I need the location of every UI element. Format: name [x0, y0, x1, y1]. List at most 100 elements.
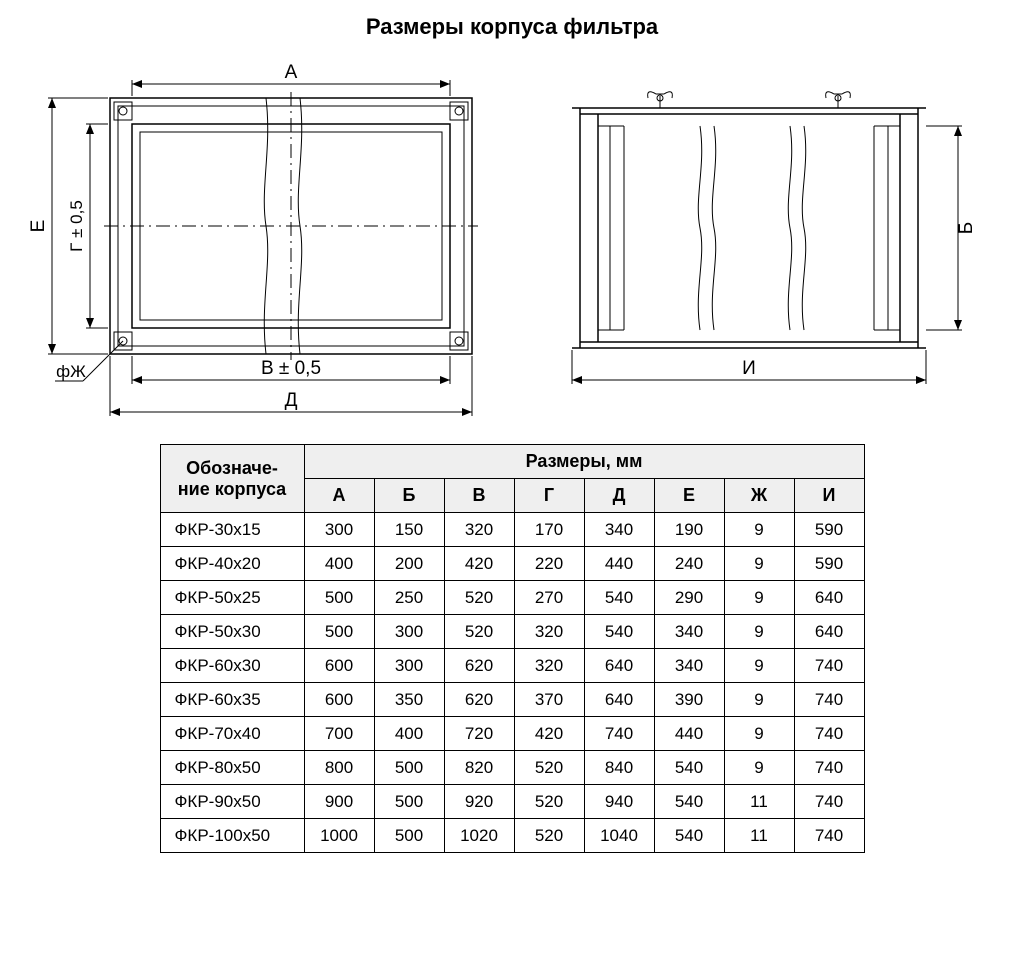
- row-value: 640: [794, 615, 864, 649]
- row-value: 9: [724, 649, 794, 683]
- row-value: 300: [374, 649, 444, 683]
- row-value: 600: [304, 683, 374, 717]
- table-row: ФКР-80х508005008205208405409740: [160, 751, 864, 785]
- row-value: 9: [724, 513, 794, 547]
- row-value: 250: [374, 581, 444, 615]
- row-value: 9: [724, 615, 794, 649]
- row-value: 300: [374, 615, 444, 649]
- row-value: 540: [654, 785, 724, 819]
- row-value: 520: [514, 785, 584, 819]
- table-column-header: Г: [514, 479, 584, 513]
- row-value: 370: [514, 683, 584, 717]
- row-value: 340: [584, 513, 654, 547]
- row-value: 500: [304, 581, 374, 615]
- row-name: ФКР-30х15: [160, 513, 304, 547]
- row-value: 600: [304, 649, 374, 683]
- table-column-header: Б: [374, 479, 444, 513]
- row-value: 900: [304, 785, 374, 819]
- row-value: 350: [374, 683, 444, 717]
- svg-text:А: А: [285, 62, 298, 83]
- row-value: 520: [514, 819, 584, 853]
- table-row: ФКР-70х407004007204207404409740: [160, 717, 864, 751]
- row-value: 320: [514, 649, 584, 683]
- row-value: 9: [724, 717, 794, 751]
- row-value: 640: [584, 683, 654, 717]
- table-row: ФКР-60х356003506203706403909740: [160, 683, 864, 717]
- row-value: 500: [374, 785, 444, 819]
- table-row: ФКР-100х5010005001020520104054011740: [160, 819, 864, 853]
- page-title: Размеры корпуса фильтра: [0, 14, 1024, 40]
- row-value: 340: [654, 615, 724, 649]
- svg-text:И: И: [742, 358, 756, 379]
- row-value: 520: [444, 615, 514, 649]
- row-value: 800: [304, 751, 374, 785]
- row-value: 500: [304, 615, 374, 649]
- row-value: 11: [724, 819, 794, 853]
- row-value: 400: [304, 547, 374, 581]
- table-column-header: Е: [654, 479, 724, 513]
- row-value: 390: [654, 683, 724, 717]
- row-value: 9: [724, 547, 794, 581]
- row-value: 540: [584, 581, 654, 615]
- row-value: 540: [654, 819, 724, 853]
- row-value: 440: [584, 547, 654, 581]
- row-value: 1000: [304, 819, 374, 853]
- row-value: 520: [444, 581, 514, 615]
- row-value: 740: [794, 751, 864, 785]
- row-value: 740: [794, 649, 864, 683]
- row-value: 420: [514, 717, 584, 751]
- row-value: 220: [514, 547, 584, 581]
- row-value: 270: [514, 581, 584, 615]
- row-value: 440: [654, 717, 724, 751]
- row-value: 620: [444, 649, 514, 683]
- row-value: 740: [794, 683, 864, 717]
- table-column-header: А: [304, 479, 374, 513]
- row-value: 9: [724, 751, 794, 785]
- row-name: ФКР-60х30: [160, 649, 304, 683]
- row-name: ФКР-50х25: [160, 581, 304, 615]
- table-row: ФКР-90х5090050092052094054011740: [160, 785, 864, 819]
- row-name: ФКР-80х50: [160, 751, 304, 785]
- table-row: ФКР-60х306003006203206403409740: [160, 649, 864, 683]
- row-value: 820: [444, 751, 514, 785]
- svg-text:фЖ: фЖ: [56, 362, 86, 381]
- row-value: 590: [794, 547, 864, 581]
- row-value: 320: [444, 513, 514, 547]
- row-value: 400: [374, 717, 444, 751]
- dimensions-table: Обозначе-ние корпусаРазмеры, ммАБВГДЕЖИФ…: [160, 444, 865, 853]
- row-value: 500: [374, 751, 444, 785]
- row-value: 840: [584, 751, 654, 785]
- svg-text:В ± 0,5: В ± 0,5: [261, 358, 321, 379]
- row-value: 170: [514, 513, 584, 547]
- row-value: 9: [724, 683, 794, 717]
- row-value: 540: [654, 751, 724, 785]
- table-row: ФКР-40х204002004202204402409590: [160, 547, 864, 581]
- row-value: 620: [444, 683, 514, 717]
- row-value: 940: [584, 785, 654, 819]
- table-header-dimensions: Размеры, мм: [304, 445, 864, 479]
- row-name: ФКР-40х20: [160, 547, 304, 581]
- row-value: 920: [444, 785, 514, 819]
- svg-text:Г ± 0,5: Г ± 0,5: [67, 200, 86, 252]
- svg-text:Б: Б: [956, 222, 977, 234]
- table-column-header: В: [444, 479, 514, 513]
- table-row: ФКР-30х153001503201703401909590: [160, 513, 864, 547]
- row-value: 740: [584, 717, 654, 751]
- row-value: 700: [304, 717, 374, 751]
- row-value: 320: [514, 615, 584, 649]
- row-value: 150: [374, 513, 444, 547]
- svg-text:Д: Д: [285, 390, 298, 411]
- row-value: 290: [654, 581, 724, 615]
- row-value: 240: [654, 547, 724, 581]
- row-value: 520: [514, 751, 584, 785]
- row-value: 11: [724, 785, 794, 819]
- row-name: ФКР-100х50: [160, 819, 304, 853]
- row-name: ФКР-50х30: [160, 615, 304, 649]
- row-value: 540: [584, 615, 654, 649]
- row-value: 640: [584, 649, 654, 683]
- technical-drawings: АВ ± 0,5ДЕГ ± 0,5фЖ ИБ: [0, 40, 1024, 440]
- row-value: 300: [304, 513, 374, 547]
- table-row: ФКР-50х255002505202705402909640: [160, 581, 864, 615]
- row-name: ФКР-60х35: [160, 683, 304, 717]
- row-name: ФКР-70х40: [160, 717, 304, 751]
